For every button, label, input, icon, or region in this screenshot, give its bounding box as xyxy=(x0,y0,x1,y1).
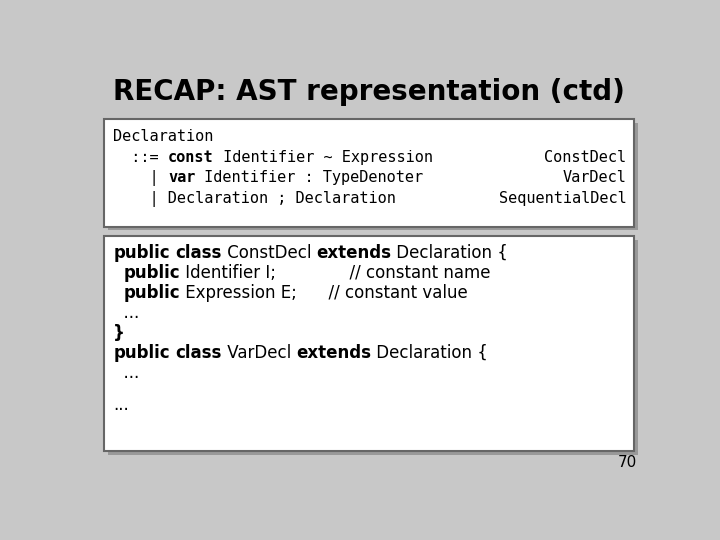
Text: ...: ... xyxy=(113,364,140,382)
Text: public: public xyxy=(113,344,170,362)
Text: Identifier ~ Expression: Identifier ~ Expression xyxy=(214,150,433,165)
Text: | Declaration ; Declaration: | Declaration ; Declaration xyxy=(113,191,396,207)
FancyBboxPatch shape xyxy=(104,119,634,226)
Text: Identifier : TypeDenoter: Identifier : TypeDenoter xyxy=(195,171,423,186)
Text: public: public xyxy=(124,264,181,282)
Text: Declaration {: Declaration { xyxy=(391,244,508,262)
Text: extends: extends xyxy=(296,344,371,362)
FancyBboxPatch shape xyxy=(108,123,638,231)
Text: VarDecl: VarDecl xyxy=(562,171,626,186)
Text: ...: ... xyxy=(113,303,140,322)
Text: RECAP: AST representation (ctd): RECAP: AST representation (ctd) xyxy=(113,78,625,106)
Text: SequentialDecl: SequentialDecl xyxy=(498,191,626,206)
Text: |: | xyxy=(113,170,168,186)
Text: public: public xyxy=(124,284,181,302)
Text: var: var xyxy=(168,171,195,186)
Text: ConstDecl: ConstDecl xyxy=(544,150,626,165)
Text: class: class xyxy=(175,344,222,362)
Text: // constant value: // constant value xyxy=(297,284,468,302)
Text: ConstDecl: ConstDecl xyxy=(222,244,316,262)
Text: 70: 70 xyxy=(618,455,637,470)
Text: ...: ... xyxy=(113,396,129,414)
Text: Declaration: Declaration xyxy=(113,129,214,144)
FancyBboxPatch shape xyxy=(104,236,634,451)
Text: extends: extends xyxy=(316,244,391,262)
FancyBboxPatch shape xyxy=(108,240,638,455)
Text: Expression E;: Expression E; xyxy=(181,284,297,302)
Text: Identifier I;: Identifier I; xyxy=(181,264,276,282)
Text: ::=: ::= xyxy=(113,150,168,165)
Text: const: const xyxy=(168,150,214,165)
Text: Declaration {: Declaration { xyxy=(371,344,488,362)
Text: class: class xyxy=(175,244,222,262)
Text: }: } xyxy=(113,324,125,342)
Text: // constant name: // constant name xyxy=(276,264,491,282)
Text: VarDecl: VarDecl xyxy=(222,344,296,362)
Text: public: public xyxy=(113,244,170,262)
